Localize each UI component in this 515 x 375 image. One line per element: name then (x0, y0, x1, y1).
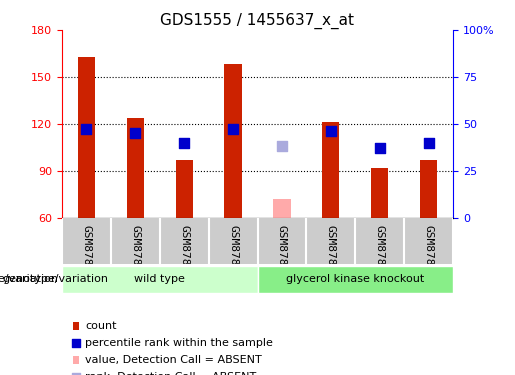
Point (375, 145, 384, 151)
Text: wild type: wild type (134, 274, 185, 284)
Text: genotype/variation: genotype/variation (0, 274, 62, 284)
Title: GDS1555 / 1455637_x_at: GDS1555 / 1455637_x_at (161, 12, 354, 28)
Bar (176, 160, 193, 218)
Text: value, Detection Call = ABSENT: value, Detection Call = ABSENT (85, 355, 262, 365)
Bar (420, 160, 437, 218)
Bar (322, 122, 339, 218)
Text: count: count (85, 321, 116, 331)
Bar (78, 57, 95, 217)
Bar (371, 168, 388, 217)
Text: glycerol kinase knockout: glycerol kinase knockout (286, 274, 424, 284)
Point (72, 340, 80, 346)
Point (180, 140, 188, 146)
Point (131, 130, 139, 136)
Point (82, 126, 91, 132)
Point (72, 374, 80, 375)
Text: GSM87836: GSM87836 (228, 225, 238, 279)
FancyBboxPatch shape (62, 266, 258, 293)
Point (229, 126, 237, 132)
Text: GSM87834: GSM87834 (130, 225, 140, 279)
Text: GSM87837: GSM87837 (277, 225, 287, 279)
Bar (225, 64, 242, 218)
Bar (73, 322, 78, 330)
Point (278, 143, 286, 149)
Text: GSM87839: GSM87839 (375, 225, 385, 279)
Text: percentile rank within the sample: percentile rank within the sample (85, 338, 273, 348)
Bar (127, 117, 144, 218)
Bar (273, 199, 290, 217)
Point (327, 128, 335, 134)
Text: rank, Detection Call = ABSENT: rank, Detection Call = ABSENT (85, 372, 256, 375)
Text: GSM87835: GSM87835 (179, 225, 189, 279)
Text: genotype/variation: genotype/variation (3, 274, 109, 284)
Bar (73, 356, 78, 364)
FancyBboxPatch shape (258, 266, 453, 293)
Text: GSM87840: GSM87840 (424, 225, 434, 279)
Point (424, 140, 433, 146)
Text: GSM87838: GSM87838 (326, 225, 336, 279)
Text: GSM87833: GSM87833 (81, 225, 91, 279)
